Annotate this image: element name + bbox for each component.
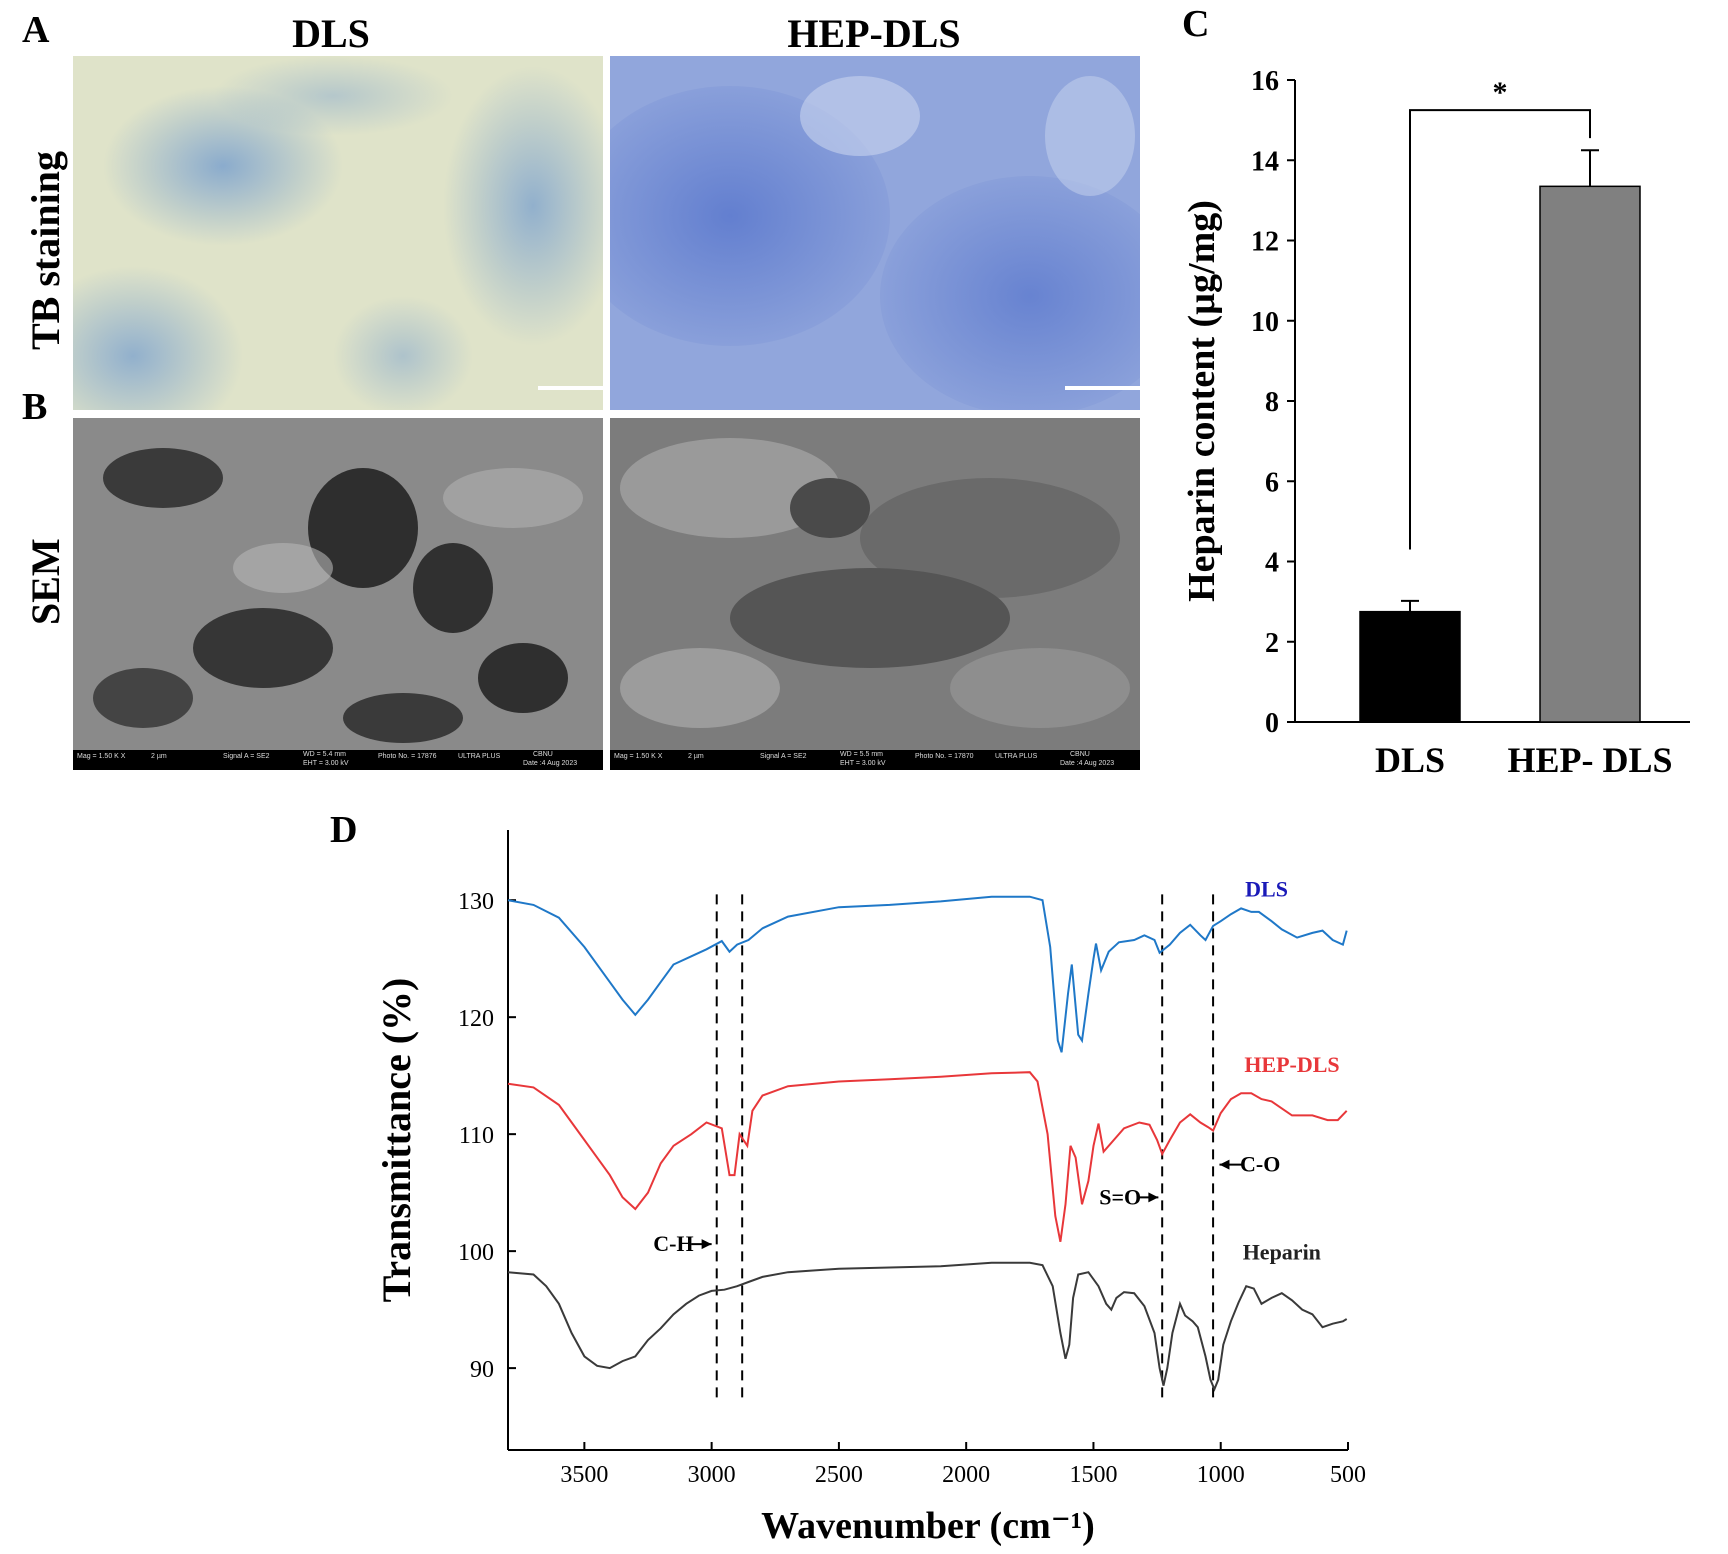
sem-dls-image: Mag = 1.50 K X 2 µm Signal A = SE2 WD = … [73, 418, 603, 770]
sem-hep-texture [610, 418, 1140, 750]
scale-bar [538, 386, 603, 390]
series-label-hep-dls: HEP-DLS [1244, 1052, 1339, 1077]
sem-photo-no: Photo No. = 17870 [915, 753, 974, 760]
row-label-tb-staining: TB staining [23, 151, 68, 350]
sem-mag: Mag = 1.50 K X [77, 753, 126, 760]
panel-letter-b: B [22, 386, 48, 428]
x-axis-label: Wavenumber (cm⁻¹) [761, 1505, 1095, 1547]
sem-lab: CBNU [533, 751, 553, 758]
x-tick-label: 2000 [942, 1462, 990, 1488]
annotation-ch: C-H [653, 1231, 693, 1256]
panel-letter-a: A [22, 9, 50, 51]
y-tick-label: 130 [458, 889, 494, 915]
panel-letter-d: D [330, 809, 358, 851]
y-tick-label: 14 [1251, 146, 1279, 177]
annotation-so: S=O [1099, 1184, 1141, 1209]
sem-instrument: ULTRA PLUS [995, 753, 1038, 760]
spectrum-line-heparin [507, 1261, 1348, 1392]
y-axis-label: Heparin content (µg/mg) [1181, 200, 1223, 602]
row-label-sem: SEM [23, 538, 68, 625]
annotation-so-arrow-head [1148, 1192, 1159, 1203]
x-tick-label: 2500 [815, 1462, 863, 1488]
sem-eht: EHT = 3.00 kV [303, 760, 349, 767]
y-tick-label: 4 [1265, 548, 1279, 579]
y-tick-label: 0 [1265, 708, 1279, 739]
y-tick-label: 90 [470, 1357, 494, 1383]
spectrum-line-dls [507, 895, 1348, 1053]
sem-mag: Mag = 1.50 K X [614, 753, 663, 760]
y-tick-label: 16 [1251, 66, 1279, 97]
sem-signal: Signal A = SE2 [223, 753, 270, 760]
y-tick-label: 100 [458, 1240, 494, 1266]
series-label-dls: DLS [1245, 877, 1288, 902]
y-tick-label: 120 [458, 1006, 494, 1032]
scale-bar [1065, 386, 1140, 390]
y-tick-label: 12 [1251, 227, 1279, 258]
sem-dls-texture [73, 418, 603, 750]
sem-date: Date :4 Aug 2023 [1060, 760, 1115, 767]
y-tick-label: 2 [1265, 628, 1279, 659]
tb-staining-hep-dls-image [610, 56, 1140, 410]
x-tick-label: 1500 [1069, 1462, 1117, 1488]
sem-date: Date :4 Aug 2023 [523, 760, 578, 767]
sem-instrument: ULTRA PLUS [458, 753, 501, 760]
x-tick-label: 3000 [688, 1462, 736, 1488]
tb-hep-texture [610, 56, 1140, 410]
significance-star: * [1493, 76, 1508, 109]
x-category-label: DLS [1375, 740, 1445, 780]
spectrum-line-hep-dls [507, 1071, 1348, 1242]
sem-signal: Signal A = SE2 [760, 753, 807, 760]
sem-hep-dls-image: Mag = 1.50 K X 2 µm Signal A = SE2 WD = … [610, 418, 1140, 770]
y-tick-label: 110 [459, 1123, 494, 1149]
annotation-co: C-O [1240, 1152, 1280, 1177]
y-axis-label: Transmittance (%) [374, 978, 419, 1303]
sem-eht: EHT = 3.00 kV [840, 760, 886, 767]
significance-bracket [1409, 109, 1591, 550]
x-tick-label: 500 [1330, 1462, 1366, 1488]
y-tick-label: 6 [1265, 467, 1279, 498]
sem-scale: 2 µm [688, 753, 704, 760]
series-label-heparin: Heparin [1243, 1239, 1321, 1264]
sem-info-bar: Mag = 1.50 K X 2 µm Signal A = SE2 WD = … [610, 750, 1140, 770]
sem-info-bar: Mag = 1.50 K X 2 µm Signal A = SE2 WD = … [73, 750, 603, 770]
annotation-ch-arrow-head [701, 1239, 712, 1250]
panel-letter-c: C [1182, 3, 1210, 45]
bar-0 [1359, 610, 1461, 723]
heparin-content-bar-chart: 0 2 4 6 8 10 12 14 16 Heparin content (µg/mg) DLS H… [1181, 66, 1690, 780]
sem-photo-no: Photo No. = 17876 [378, 753, 437, 760]
annotation-co-arrow-head [1219, 1159, 1230, 1170]
x-tick-label: 3500 [560, 1462, 608, 1488]
bar-1 [1539, 185, 1641, 723]
column-title-dls: DLS [292, 11, 370, 56]
x-category-label: HEP- DLS [1507, 740, 1672, 780]
ftir-spectra-chart: 90 100 110 120 130 3500 3000 2500 2000 1500 1000 50… [374, 830, 1366, 1547]
sem-wd: WD = 5.4 mm [303, 751, 346, 758]
tb-staining-dls-image [73, 56, 603, 410]
tb-dls-texture [73, 56, 603, 410]
sem-wd: WD = 5.5 mm [840, 751, 883, 758]
sem-lab: CBNU [1070, 751, 1090, 758]
column-title-hep-dls: HEP-DLS [787, 11, 961, 56]
x-tick-label: 1000 [1197, 1462, 1245, 1488]
sem-scale: 2 µm [151, 753, 167, 760]
y-tick-label: 10 [1251, 307, 1279, 338]
y-tick-label: 8 [1265, 387, 1279, 418]
